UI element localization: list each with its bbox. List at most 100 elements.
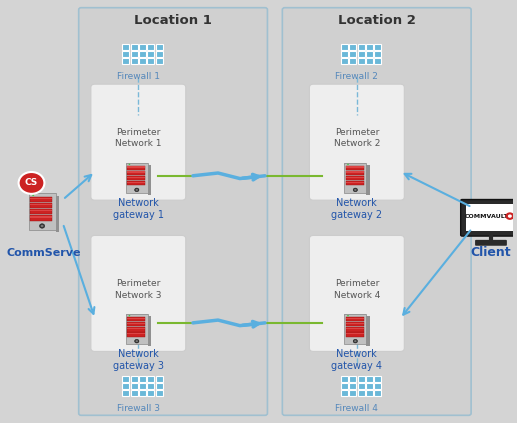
Text: Location 1: Location 1 xyxy=(134,14,212,27)
FancyBboxPatch shape xyxy=(139,383,146,389)
FancyBboxPatch shape xyxy=(341,376,347,382)
FancyBboxPatch shape xyxy=(366,51,373,57)
FancyBboxPatch shape xyxy=(127,327,145,332)
FancyBboxPatch shape xyxy=(156,51,163,57)
Circle shape xyxy=(353,339,358,343)
FancyBboxPatch shape xyxy=(148,316,151,346)
FancyBboxPatch shape xyxy=(366,376,373,382)
FancyBboxPatch shape xyxy=(131,383,138,389)
FancyBboxPatch shape xyxy=(31,215,52,220)
Circle shape xyxy=(134,188,139,192)
Circle shape xyxy=(135,340,138,342)
FancyBboxPatch shape xyxy=(131,44,138,49)
Circle shape xyxy=(347,315,349,316)
Text: Perimeter
Network 1: Perimeter Network 1 xyxy=(115,128,161,148)
FancyBboxPatch shape xyxy=(156,390,163,396)
FancyBboxPatch shape xyxy=(147,58,155,64)
FancyBboxPatch shape xyxy=(346,322,364,327)
Circle shape xyxy=(353,188,358,192)
FancyBboxPatch shape xyxy=(366,58,373,64)
FancyBboxPatch shape xyxy=(148,165,151,195)
FancyBboxPatch shape xyxy=(374,51,382,57)
FancyBboxPatch shape xyxy=(131,376,138,382)
FancyBboxPatch shape xyxy=(374,58,382,64)
FancyBboxPatch shape xyxy=(358,376,364,382)
Circle shape xyxy=(32,194,34,196)
Circle shape xyxy=(135,189,138,191)
FancyBboxPatch shape xyxy=(349,376,356,382)
Text: Perimeter
Network 2: Perimeter Network 2 xyxy=(333,128,380,148)
FancyBboxPatch shape xyxy=(127,176,145,178)
FancyBboxPatch shape xyxy=(122,390,129,396)
FancyBboxPatch shape xyxy=(122,376,129,382)
FancyBboxPatch shape xyxy=(346,181,364,185)
FancyBboxPatch shape xyxy=(344,314,367,316)
FancyBboxPatch shape xyxy=(127,181,145,185)
FancyBboxPatch shape xyxy=(31,203,52,208)
FancyBboxPatch shape xyxy=(127,176,145,180)
FancyBboxPatch shape xyxy=(346,332,364,337)
FancyBboxPatch shape xyxy=(139,51,146,57)
Text: CommServe: CommServe xyxy=(7,248,81,258)
FancyBboxPatch shape xyxy=(156,44,163,49)
FancyBboxPatch shape xyxy=(346,166,364,170)
FancyBboxPatch shape xyxy=(349,51,356,57)
FancyBboxPatch shape xyxy=(346,171,364,175)
FancyBboxPatch shape xyxy=(55,195,59,232)
FancyBboxPatch shape xyxy=(466,204,516,231)
FancyBboxPatch shape xyxy=(127,328,145,329)
Circle shape xyxy=(129,164,130,165)
FancyBboxPatch shape xyxy=(31,204,52,205)
FancyBboxPatch shape xyxy=(349,383,356,389)
Circle shape xyxy=(19,172,44,194)
FancyBboxPatch shape xyxy=(28,193,55,230)
Text: Client: Client xyxy=(470,246,511,259)
FancyBboxPatch shape xyxy=(358,51,364,57)
FancyBboxPatch shape xyxy=(131,58,138,64)
FancyBboxPatch shape xyxy=(282,8,471,415)
FancyBboxPatch shape xyxy=(156,58,163,64)
FancyBboxPatch shape xyxy=(156,383,163,389)
Text: CS: CS xyxy=(25,179,38,187)
FancyBboxPatch shape xyxy=(358,58,364,64)
Circle shape xyxy=(39,224,45,228)
FancyBboxPatch shape xyxy=(91,84,186,200)
FancyBboxPatch shape xyxy=(31,197,52,202)
Circle shape xyxy=(41,225,43,227)
FancyBboxPatch shape xyxy=(349,58,356,64)
Circle shape xyxy=(347,164,349,165)
FancyBboxPatch shape xyxy=(127,171,145,175)
FancyBboxPatch shape xyxy=(91,236,186,352)
Text: Location 2: Location 2 xyxy=(338,14,416,27)
FancyBboxPatch shape xyxy=(344,163,367,193)
FancyBboxPatch shape xyxy=(346,166,364,168)
FancyBboxPatch shape xyxy=(139,44,146,49)
Circle shape xyxy=(506,212,514,220)
FancyBboxPatch shape xyxy=(366,390,373,396)
Text: Perimeter
Network 4: Perimeter Network 4 xyxy=(333,279,380,299)
FancyBboxPatch shape xyxy=(374,44,382,49)
FancyBboxPatch shape xyxy=(358,390,364,396)
FancyBboxPatch shape xyxy=(147,44,155,49)
Text: Network
gateway 1: Network gateway 1 xyxy=(113,198,164,220)
FancyBboxPatch shape xyxy=(147,390,155,396)
FancyBboxPatch shape xyxy=(131,51,138,57)
Circle shape xyxy=(129,315,130,316)
FancyBboxPatch shape xyxy=(31,209,52,214)
FancyBboxPatch shape xyxy=(346,181,364,183)
FancyBboxPatch shape xyxy=(346,176,364,178)
FancyBboxPatch shape xyxy=(366,44,373,49)
FancyBboxPatch shape xyxy=(346,327,364,332)
FancyBboxPatch shape xyxy=(131,390,138,396)
FancyBboxPatch shape xyxy=(374,383,382,389)
FancyBboxPatch shape xyxy=(475,240,507,246)
FancyBboxPatch shape xyxy=(367,316,370,346)
FancyBboxPatch shape xyxy=(127,332,145,337)
FancyBboxPatch shape xyxy=(349,390,356,396)
FancyBboxPatch shape xyxy=(127,323,145,324)
Text: Network
gateway 2: Network gateway 2 xyxy=(331,198,383,220)
FancyBboxPatch shape xyxy=(358,383,364,389)
FancyBboxPatch shape xyxy=(127,181,145,183)
FancyBboxPatch shape xyxy=(139,390,146,396)
FancyBboxPatch shape xyxy=(344,314,367,344)
